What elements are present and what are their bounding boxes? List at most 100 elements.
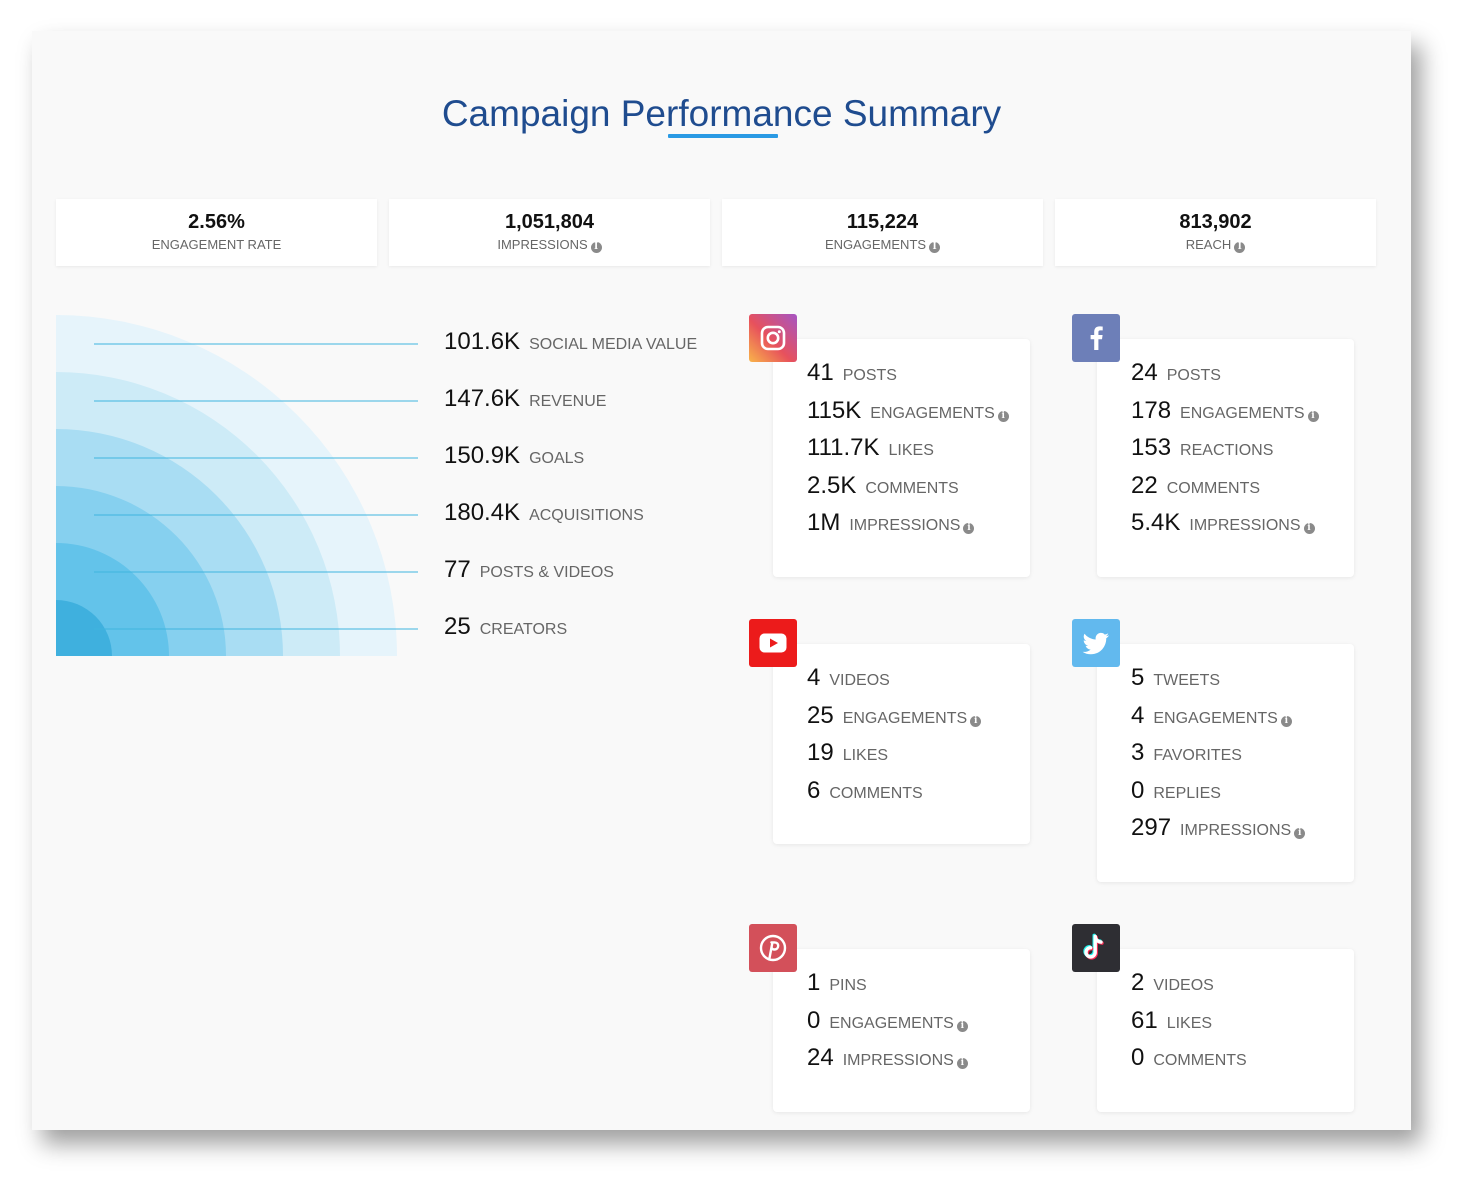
kpi-value: 115,224 xyxy=(846,211,919,233)
youtube-icon[interactable] xyxy=(749,619,797,667)
info-icon[interactable]: i xyxy=(970,716,982,727)
stat-row: 153 REACTIONS xyxy=(1131,434,1273,462)
stat-value: 297 xyxy=(1131,814,1172,841)
title-underline xyxy=(668,134,778,138)
platform-card-facebook: 24 POSTS 178 ENGAGEMENTS i 153 REACTIONS 22 C… xyxy=(1097,339,1354,577)
stat-label: COMMENTS xyxy=(1166,480,1261,497)
kpi-value: 813,902 xyxy=(1179,211,1252,233)
platform-card-pinterest: 1 PINS 0 ENGAGEMENTS i 24 IMPRESSIONS i xyxy=(773,949,1030,1112)
metric-value: 180.4K xyxy=(444,499,521,526)
stat-row: 3 FAVORITES xyxy=(1131,739,1242,767)
stat-row: 24 POSTS xyxy=(1131,359,1221,387)
metric-label: ACQUISITIONS xyxy=(529,507,644,524)
funnel-arc-graphic xyxy=(56,315,418,656)
kpi-label-text: ENGAGEMENT RATE xyxy=(151,237,282,252)
stat-label: PINS xyxy=(829,977,867,994)
stat-label: ENGAGEMENTS xyxy=(1153,710,1278,727)
stat-label: POSTS xyxy=(842,367,897,384)
facebook-icon[interactable] xyxy=(1072,314,1120,362)
stat-value: 25 xyxy=(807,702,834,729)
kpi-label: ENGAGEMENTS i xyxy=(722,237,1043,253)
platform-card-youtube: 4 VIDEOS 25 ENGAGEMENTS i 19 LIKES 6 COMMENTS xyxy=(773,644,1030,844)
metric-posts-videos: 77 POSTS & VIDEOS xyxy=(444,556,614,584)
stat-value: 3 xyxy=(1131,739,1145,766)
kpi-value: 2.56% xyxy=(188,211,245,233)
kpi-engagements: 115,224 ENGAGEMENTS i xyxy=(722,199,1043,266)
metric-value: 150.9K xyxy=(444,442,521,469)
stat-value: 1M xyxy=(807,509,841,536)
stat-label: IMPRESSIONS xyxy=(1189,517,1301,534)
stat-label: ENGAGEMENTS xyxy=(842,710,968,727)
stat-value: 115K xyxy=(807,397,862,424)
kpi-reach: 813,902 REACH i xyxy=(1055,199,1376,266)
stat-label: VIDEOS xyxy=(1153,977,1214,994)
info-icon[interactable]: i xyxy=(590,242,602,253)
stat-row: 0 COMMENTS xyxy=(1131,1044,1247,1072)
stat-row: 0 REPLIES xyxy=(1131,777,1221,805)
metric-social-media-value: 101.6K SOCIAL MEDIA VALUE xyxy=(444,328,697,356)
kpi-label-text: IMPRESSIONS xyxy=(497,237,588,252)
stat-row: 61 LIKES xyxy=(1131,1007,1212,1035)
metric-label: POSTS & VIDEOS xyxy=(479,564,614,581)
stat-row: 41 POSTS xyxy=(807,359,897,387)
stat-value: 19 xyxy=(807,739,834,766)
platform-card-tiktok: 2 VIDEOS 61 LIKES 0 COMMENTS xyxy=(1097,949,1354,1112)
stat-value: 2 xyxy=(1131,969,1145,996)
stat-value: 22 xyxy=(1131,472,1158,499)
stat-row: 25 ENGAGEMENTS i xyxy=(807,702,982,730)
info-icon[interactable]: i xyxy=(929,242,941,253)
metric-label: SOCIAL MEDIA VALUE xyxy=(529,336,698,353)
info-icon[interactable]: i xyxy=(1307,411,1319,422)
stat-row: 5.4K IMPRESSIONS i xyxy=(1131,509,1315,537)
info-icon[interactable]: i xyxy=(956,1058,968,1069)
pinterest-icon[interactable] xyxy=(749,924,797,972)
info-icon[interactable]: i xyxy=(997,411,1009,422)
kpi-value: 1,051,804 xyxy=(505,211,594,233)
stat-label: REPLIES xyxy=(1153,785,1221,802)
stat-label: POSTS xyxy=(1166,367,1221,384)
stat-label: IMPRESSIONS xyxy=(849,517,961,534)
stat-row: 19 LIKES xyxy=(807,739,888,767)
twitter-icon[interactable] xyxy=(1072,619,1120,667)
stat-label: IMPRESSIONS xyxy=(842,1052,954,1069)
stat-value: 6 xyxy=(807,777,821,804)
info-icon[interactable]: i xyxy=(1294,828,1306,839)
stat-value: 4 xyxy=(807,664,821,691)
stat-value: 41 xyxy=(807,359,834,386)
tiktok-icon[interactable] xyxy=(1072,924,1120,972)
metric-value: 101.6K xyxy=(444,328,521,355)
metric-value: 25 xyxy=(444,613,471,640)
stat-value: 24 xyxy=(807,1044,834,1071)
kpi-label: IMPRESSIONS i xyxy=(389,237,710,253)
stat-value: 111.7K xyxy=(807,434,880,461)
stat-row: 1M IMPRESSIONS i xyxy=(807,509,975,537)
metric-value: 147.6K xyxy=(444,385,521,412)
stat-label: TWEETS xyxy=(1153,672,1221,689)
stat-row: 1 PINS xyxy=(807,969,867,997)
stat-value: 0 xyxy=(807,1007,821,1034)
stat-label: LIKES xyxy=(888,442,934,459)
platform-card-instagram: 41 POSTS 115K ENGAGEMENTS i 111.7K LIKES 2.5… xyxy=(773,339,1030,577)
stat-value: 178 xyxy=(1131,397,1172,424)
kpi-label-text: ENGAGEMENTS xyxy=(824,237,927,252)
info-icon[interactable]: i xyxy=(1234,242,1246,253)
info-icon[interactable]: i xyxy=(1280,716,1292,727)
stat-value: 61 xyxy=(1131,1007,1158,1034)
stat-value: 2.5K xyxy=(807,472,857,499)
stat-label: LIKES xyxy=(1166,1015,1213,1032)
info-icon[interactable]: i xyxy=(963,523,975,534)
info-icon[interactable]: i xyxy=(956,1021,968,1032)
info-icon[interactable]: i xyxy=(1303,523,1315,534)
stat-value: 0 xyxy=(1131,777,1145,804)
instagram-icon[interactable] xyxy=(749,314,797,362)
stat-label: IMPRESSIONS xyxy=(1180,822,1292,839)
stat-label: FAVORITES xyxy=(1153,747,1242,764)
metric-acquisitions: 180.4K ACQUISITIONS xyxy=(444,499,644,527)
metric-label: CREATORS xyxy=(479,621,568,638)
platform-card-twitter: 5 TWEETS 4 ENGAGEMENTS i 3 FAVORITES 0 REPLIE… xyxy=(1097,644,1354,882)
metric-revenue: 147.6K REVENUE xyxy=(444,385,606,413)
stat-label: LIKES xyxy=(842,747,889,764)
stat-value: 153 xyxy=(1131,434,1172,461)
stat-value: 5 xyxy=(1131,664,1145,691)
stat-value: 5.4K xyxy=(1131,509,1181,536)
